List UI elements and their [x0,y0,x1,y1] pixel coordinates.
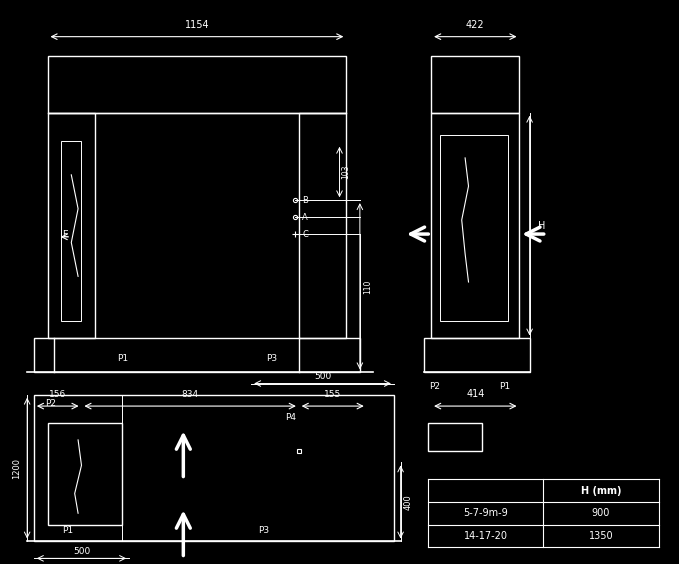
Text: 156: 156 [49,390,67,399]
Text: P4: P4 [285,413,296,422]
Text: P1: P1 [499,382,510,391]
Text: H: H [538,221,546,231]
Text: C: C [302,230,308,239]
Bar [431,56,519,113]
Text: 14-17-20: 14-17-20 [464,531,507,541]
Text: 1200: 1200 [12,457,22,479]
Bar [34,395,394,541]
Text: 1154: 1154 [185,20,209,30]
Text: 500: 500 [314,372,331,381]
Text: 1350: 1350 [589,531,613,541]
Text: P1: P1 [62,526,73,535]
Text: E: E [62,230,67,239]
Text: B: B [302,196,308,205]
Text: 414: 414 [466,389,485,399]
Text: P1: P1 [117,354,128,363]
Text: H (mm): H (mm) [581,486,621,496]
Text: P2: P2 [429,382,440,391]
Text: 900: 900 [591,508,610,518]
Text: 110: 110 [363,279,372,294]
Text: 5-7-9m-9: 5-7-9m-9 [463,508,508,518]
Bar [428,423,482,451]
Text: A: A [302,213,308,222]
Text: P3: P3 [266,354,277,363]
Text: P3: P3 [258,526,269,535]
Bar [431,113,519,338]
Text: 834: 834 [181,390,199,399]
Bar [440,135,508,321]
Text: P2: P2 [45,399,56,408]
Bar [424,338,530,372]
Text: 155: 155 [324,390,342,399]
Bar [48,113,95,338]
Text: 103: 103 [341,165,350,179]
Bar [48,423,122,525]
Text: 500: 500 [73,547,90,556]
Bar [34,338,360,372]
Text: 422: 422 [466,20,485,30]
Bar [48,56,346,113]
Text: 400: 400 [404,494,413,510]
Bar [61,141,81,321]
Bar [299,113,346,338]
